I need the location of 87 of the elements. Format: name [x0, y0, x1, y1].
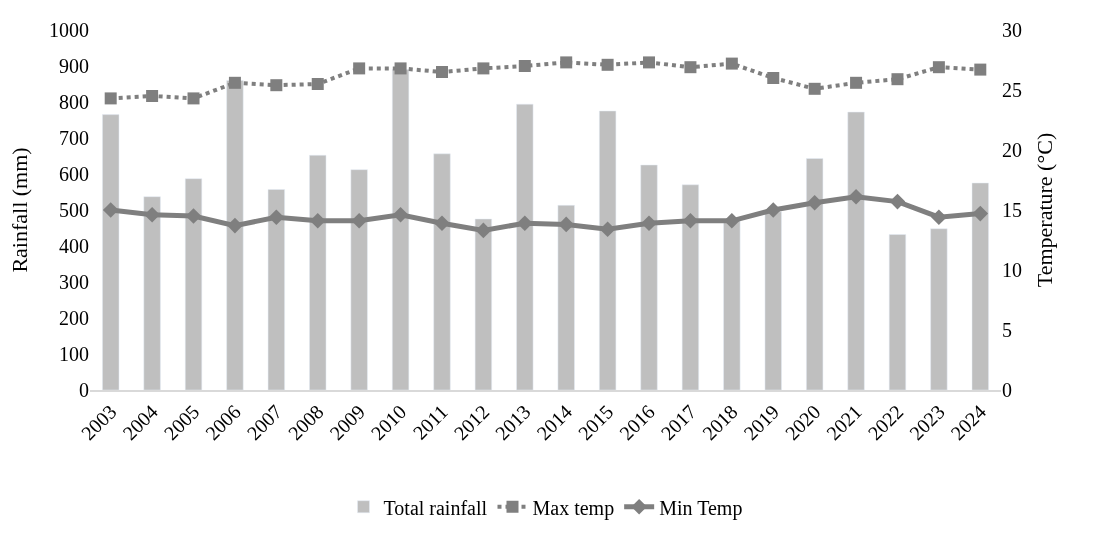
point [725, 57, 738, 70]
bar [888, 234, 907, 390]
bar [474, 218, 492, 390]
point [475, 222, 492, 239]
bar [971, 182, 989, 390]
point [643, 56, 656, 69]
point [641, 215, 657, 231]
bar [516, 103, 534, 390]
point [353, 62, 366, 75]
point [767, 72, 780, 84]
legend-label: Min Temp [659, 496, 743, 520]
point [932, 61, 945, 74]
y-tick-label: 800 [59, 91, 89, 113]
point [435, 66, 448, 78]
x-tick-label: 2021 [822, 400, 866, 445]
point [268, 209, 285, 225]
y-tick-label: 300 [59, 271, 89, 293]
point [974, 63, 987, 76]
y-tick-label: 600 [59, 163, 89, 185]
y2-tick-label: 5 [1002, 319, 1012, 341]
point [806, 195, 823, 211]
y2-tick-label: 25 [1002, 79, 1022, 101]
bar [847, 111, 865, 390]
y2-tick-label: 0 [1002, 379, 1012, 401]
y2-axis-title: Temperature (°C) [1031, 132, 1057, 288]
point [889, 193, 906, 210]
y-tick-label: 0 [79, 379, 89, 401]
point [891, 73, 904, 86]
point [228, 76, 241, 89]
y-axis-title: Rainfall (mm) [6, 147, 32, 273]
y-tick-label: 200 [59, 307, 89, 329]
bar [723, 220, 741, 390]
point [311, 78, 324, 90]
bar [930, 228, 948, 390]
point [392, 207, 409, 223]
point [601, 58, 614, 71]
point [560, 56, 573, 69]
point [599, 221, 616, 237]
legend-label: Max temp [532, 496, 615, 520]
point [931, 209, 947, 225]
bar [599, 110, 617, 390]
point [351, 213, 367, 229]
point [102, 202, 119, 218]
bar [102, 114, 120, 390]
point [724, 213, 740, 229]
y-tick-label: 700 [59, 127, 89, 149]
bar [350, 169, 368, 390]
point [187, 92, 200, 105]
y2-tick-label: 20 [1002, 139, 1022, 161]
bar [640, 164, 658, 390]
bar [392, 69, 410, 390]
point [434, 215, 450, 231]
y-tick-label: 500 [59, 199, 89, 221]
bar [309, 155, 327, 390]
y-tick-label: 100 [59, 343, 89, 365]
point [144, 207, 160, 223]
bar [267, 189, 285, 390]
point [850, 76, 863, 89]
y2-tick-label: 15 [1002, 199, 1022, 221]
y-tick-label: 400 [59, 235, 89, 257]
bar [764, 211, 782, 390]
x-tick-label: 2011 [408, 400, 452, 444]
point [270, 79, 283, 92]
point [104, 92, 117, 105]
y-tick-label: 900 [59, 55, 89, 77]
point [808, 82, 821, 95]
point [394, 62, 407, 75]
bar [681, 184, 699, 390]
point [477, 62, 490, 75]
point [972, 205, 989, 222]
point [848, 189, 864, 205]
y2-tick-label: 30 [1002, 19, 1022, 41]
bar [557, 205, 575, 390]
y2-tick-label: 10 [1002, 259, 1022, 281]
point [227, 217, 243, 234]
bar [143, 196, 161, 390]
legend-label: Total rainfall [383, 496, 488, 519]
bar [226, 80, 244, 390]
bar [184, 178, 203, 390]
bar [806, 158, 824, 390]
point [765, 202, 782, 218]
point [518, 60, 531, 72]
point [146, 90, 159, 102]
point [558, 216, 574, 233]
bar [433, 153, 451, 390]
y-tick-label: 1000 [49, 19, 89, 41]
point [684, 61, 697, 74]
